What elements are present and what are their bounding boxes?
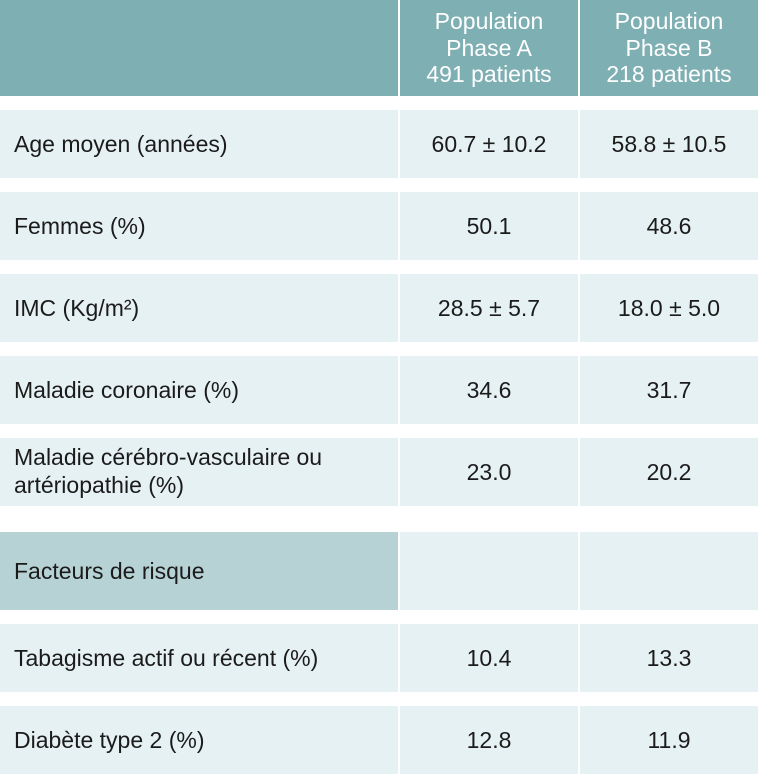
row-val-a: 28.5 ± 5.7 <box>398 274 578 342</box>
row-val-a: 50.1 <box>398 192 578 260</box>
section-row: Facteurs de risque <box>0 532 758 610</box>
table-header-row: Population Phase A 491 patients Populati… <box>0 0 758 96</box>
row-val-a: 10.4 <box>398 624 578 692</box>
section-empty-a <box>398 532 578 610</box>
row-label: Age moyen (années) <box>0 110 398 178</box>
header-b-line3: 218 patients <box>606 61 731 87</box>
section-empty-b <box>578 532 758 610</box>
row-val-b: 48.6 <box>578 192 758 260</box>
table-row: Age moyen (années) 60.7 ± 10.2 58.8 ± 10… <box>0 110 758 178</box>
row-val-a: 23.0 <box>398 438 578 506</box>
header-phase-b: Population Phase B 218 patients <box>578 0 758 96</box>
row-val-b: 11.9 <box>578 706 758 774</box>
row-val-b: 20.2 <box>578 438 758 506</box>
row-val-a: 34.6 <box>398 356 578 424</box>
table-row: Maladie coronaire (%) 34.6 31.7 <box>0 356 758 424</box>
row-label: Diabète type 2 (%) <box>0 706 398 774</box>
table-row: Femmes (%) 50.1 48.6 <box>0 192 758 260</box>
table-row: IMC (Kg/m²) 28.5 ± 5.7 18.0 ± 5.0 <box>0 274 758 342</box>
row-val-b: 18.0 ± 5.0 <box>578 274 758 342</box>
comparison-table-container: Population Phase A 491 patients Populati… <box>0 0 758 774</box>
row-label: Maladie cérébro-vasculaire ou artériopat… <box>0 438 398 506</box>
section-label: Facteurs de risque <box>0 532 398 610</box>
header-b-line2: Phase B <box>626 35 713 61</box>
row-label: Tabagisme actif ou récent (%) <box>0 624 398 692</box>
row-val-b: 13.3 <box>578 624 758 692</box>
row-val-a: 12.8 <box>398 706 578 774</box>
table-row: Maladie cérébro-vasculaire ou artériopat… <box>0 438 758 506</box>
row-val-b: 31.7 <box>578 356 758 424</box>
row-label: Femmes (%) <box>0 192 398 260</box>
table-row: Tabagisme actif ou récent (%) 10.4 13.3 <box>0 624 758 692</box>
row-val-b: 58.8 ± 10.5 <box>578 110 758 178</box>
table-row: Diabète type 2 (%) 12.8 11.9 <box>0 706 758 774</box>
header-b-line1: Population <box>615 8 724 34</box>
header-empty <box>0 0 398 96</box>
header-phase-a: Population Phase A 491 patients <box>398 0 578 96</box>
header-a-line2: Phase A <box>446 35 532 61</box>
row-label: IMC (Kg/m²) <box>0 274 398 342</box>
header-a-line1: Population <box>435 8 544 34</box>
comparison-table: Population Phase A 491 patients Populati… <box>0 0 758 774</box>
row-label: Maladie coronaire (%) <box>0 356 398 424</box>
row-val-a: 60.7 ± 10.2 <box>398 110 578 178</box>
header-a-line3: 491 patients <box>426 61 551 87</box>
